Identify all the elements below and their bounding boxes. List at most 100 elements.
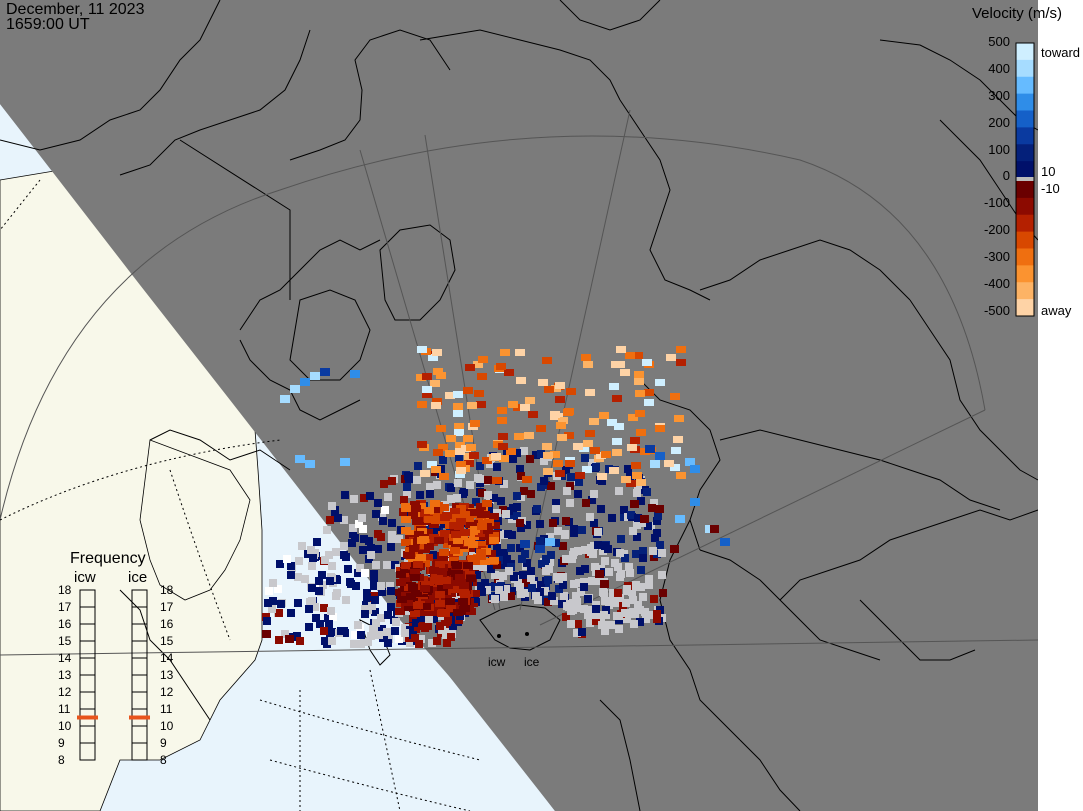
radar-cell — [542, 567, 550, 575]
radar-cell — [439, 456, 447, 464]
radar-cell — [409, 614, 417, 622]
radar-cell — [276, 560, 284, 568]
radar-cell — [673, 436, 683, 443]
toward-label: toward — [1041, 45, 1081, 60]
radar-cell — [456, 518, 466, 525]
radar-cell — [412, 518, 422, 525]
radar-cell — [562, 613, 570, 621]
radar-cell — [572, 592, 580, 600]
radar-cell — [537, 450, 545, 458]
radar-cell — [625, 352, 635, 359]
radar-cell — [466, 575, 476, 582]
freq-level-label: 9 — [160, 736, 167, 750]
radar-cell — [522, 476, 532, 483]
radar-cell — [447, 495, 455, 503]
radar-cell — [557, 434, 567, 441]
radar-cell — [575, 472, 585, 479]
radar-cell — [584, 607, 592, 615]
radar-cell — [624, 465, 632, 473]
radar-cell — [655, 505, 664, 513]
radar-cell — [436, 622, 444, 630]
radar-cell — [453, 391, 463, 398]
radar-cell — [421, 581, 431, 588]
radar-cell — [370, 576, 378, 584]
radar-cell — [377, 582, 385, 590]
radar-cell — [497, 417, 507, 424]
radar-cell — [438, 444, 448, 451]
radar-cell — [454, 479, 462, 487]
radar-cell — [577, 588, 585, 596]
radar-cell — [430, 615, 438, 623]
site-label-ice: ice — [524, 655, 540, 669]
radar-cell — [354, 569, 362, 577]
radar-cell — [421, 599, 431, 606]
radar-cell — [601, 451, 611, 458]
radar-cell — [532, 451, 540, 459]
colorbar-outline — [1015, 42, 1035, 317]
radar-cell — [439, 473, 449, 480]
radar-cell — [443, 582, 453, 589]
radar-cell — [401, 505, 411, 512]
radar-cell — [403, 599, 413, 606]
radar-cell — [489, 532, 499, 539]
radar-cell — [466, 444, 476, 451]
radar-cell — [522, 579, 530, 587]
freq-level-label: 8 — [160, 753, 167, 767]
radar-cell — [521, 550, 529, 558]
radar-cell — [358, 514, 366, 522]
radar-cell — [433, 368, 443, 375]
radar-cell — [429, 567, 439, 574]
radar-cell — [601, 542, 609, 550]
radar-cell — [453, 609, 463, 616]
colorbar-zero-band — [1016, 177, 1034, 181]
radar-cell — [676, 472, 686, 479]
radar-cell — [432, 398, 442, 405]
radar-cell — [516, 377, 526, 384]
radar-cell — [630, 500, 639, 508]
radar-site-icw-marker — [497, 634, 501, 638]
radar-cell — [490, 494, 498, 502]
radar-cell — [305, 623, 313, 631]
radar-cell — [482, 500, 492, 507]
radar-cell — [367, 632, 375, 640]
radar-cell — [612, 438, 622, 445]
radar-cell — [574, 547, 582, 555]
colorbar-tick: 500 — [988, 34, 1010, 49]
radar-cell — [590, 490, 598, 498]
radar-cell — [412, 619, 420, 627]
radar-cell — [633, 521, 641, 529]
radar-cell — [422, 373, 432, 380]
radar-cell — [654, 512, 662, 520]
radar-cell — [650, 499, 658, 507]
radar-cell — [384, 611, 392, 619]
radar-cell — [429, 593, 439, 600]
radar-cell — [476, 475, 484, 483]
radar-cell — [690, 498, 700, 506]
radar-cell — [514, 433, 524, 440]
site-label-icw: icw — [488, 655, 506, 669]
radar-cell — [578, 628, 586, 636]
radar-cell — [465, 521, 475, 528]
radar-cell — [433, 449, 443, 456]
radar-cell — [599, 588, 607, 596]
radar-cell — [384, 639, 392, 647]
radar-cell — [401, 539, 411, 546]
radar-cell — [516, 465, 524, 473]
radar-cell — [535, 545, 545, 553]
radar-cell — [489, 537, 499, 544]
radar-cell — [388, 535, 396, 543]
radar-cell — [413, 602, 423, 609]
radar-cell — [332, 548, 340, 556]
radar-cell — [555, 470, 565, 477]
radar-cell — [499, 455, 509, 462]
radar-cell — [365, 537, 373, 545]
radar-cell — [417, 346, 427, 353]
radar-cell — [588, 496, 596, 504]
colorbar-segment — [1016, 181, 1034, 199]
radar-cell — [453, 410, 463, 417]
radar-cell — [449, 586, 459, 593]
radar-cell — [419, 536, 429, 543]
radar-cell — [326, 516, 334, 524]
radar-cell — [541, 560, 549, 568]
colorbar-segment — [1016, 299, 1034, 317]
